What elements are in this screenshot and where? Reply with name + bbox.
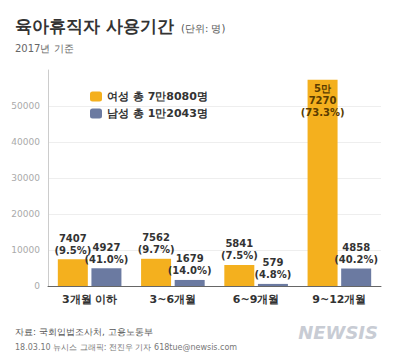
svg-text:4858: 4858 — [342, 242, 370, 253]
svg-text:(40.2%): (40.2%) — [334, 254, 378, 265]
svg-text:7562: 7562 — [142, 232, 170, 243]
svg-text:9~12개월: 9~12개월 — [312, 293, 366, 306]
svg-text:(73.3%): (73.3%) — [301, 107, 345, 118]
svg-text:(9.7%): (9.7%) — [138, 244, 175, 255]
svg-text:(9.5%): (9.5%) — [54, 244, 92, 256]
svg-text:6~9개월: 6~9개월 — [233, 293, 280, 306]
svg-text:(7.5%): (7.5%) — [221, 250, 258, 261]
svg-text:NEWSIS: NEWSIS — [298, 322, 378, 343]
svg-text:0: 0 — [34, 281, 40, 291]
svg-text:3~6개월: 3~6개월 — [150, 293, 197, 306]
svg-text:40000: 40000 — [11, 137, 40, 147]
svg-text:(4.8%): (4.8%) — [254, 269, 291, 280]
svg-text:50000: 50000 — [11, 101, 40, 111]
svg-text:(14.0%): (14.0%) — [168, 265, 212, 276]
svg-text:4927: 4927 — [93, 242, 121, 253]
svg-text:5841: 5841 — [225, 238, 253, 249]
svg-text:3개월 이하: 3개월 이하 — [62, 293, 117, 306]
svg-text:20000: 20000 — [11, 209, 40, 219]
svg-text:7270: 7270 — [309, 95, 337, 106]
svg-text:육아휴직자 사용기간: 육아휴직자 사용기간 — [15, 16, 174, 36]
svg-text:여성 총 7만8080명: 여성 총 7만8080명 — [107, 90, 208, 103]
svg-text:5만: 5만 — [314, 83, 331, 94]
svg-text:자료: 국회입법조사처, 고용노동부: 자료: 국회입법조사처, 고용노동부 — [15, 327, 153, 337]
svg-text:579: 579 — [262, 257, 283, 268]
svg-text:18.03.10 뉴시스 그래픽: 전진우 기자 618tu: 18.03.10 뉴시스 그래픽: 전진우 기자 618tue@newsis.c… — [15, 343, 237, 352]
svg-text:7407: 7407 — [59, 233, 87, 244]
svg-text:남성 총 1만2043명: 남성 총 1만2043명 — [107, 107, 208, 120]
svg-text:30000: 30000 — [11, 173, 40, 183]
svg-text:(단위: 명): (단위: 명) — [181, 23, 225, 34]
svg-text:(41.0%): (41.0%) — [85, 254, 129, 265]
svg-text:1679: 1679 — [176, 253, 204, 264]
svg-text:10000: 10000 — [11, 245, 40, 255]
svg-text:2017년 기준: 2017년 기준 — [15, 43, 74, 54]
